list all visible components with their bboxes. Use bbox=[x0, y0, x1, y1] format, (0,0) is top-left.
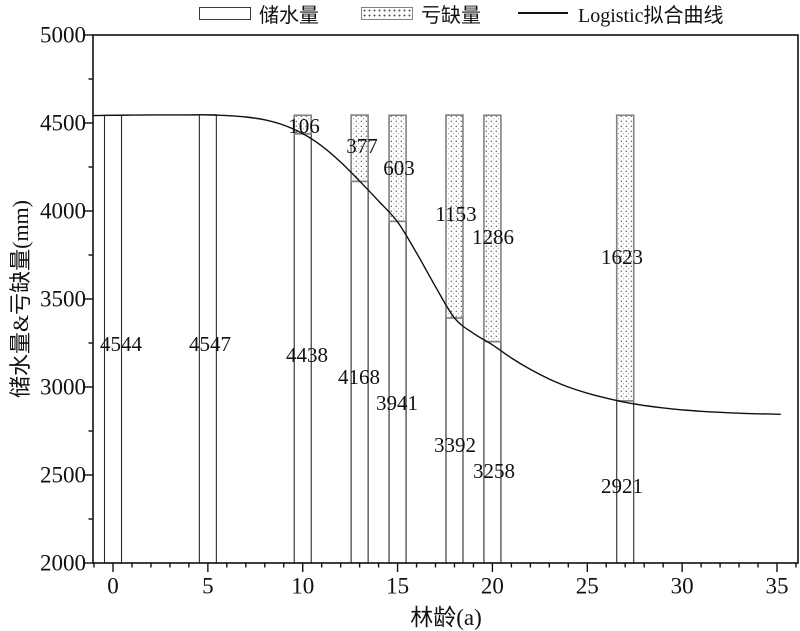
legend-deficit-label: 亏缺量 bbox=[421, 4, 481, 27]
x-tick-label: 15 bbox=[386, 574, 409, 599]
x-tick-label: 30 bbox=[671, 574, 694, 599]
x-tick-label: 5 bbox=[202, 574, 214, 599]
storage-value-label: 3941 bbox=[376, 391, 418, 415]
y-tick-label: 2500 bbox=[40, 463, 86, 488]
y-tick-label: 5000 bbox=[40, 23, 86, 48]
x-axis-title: 林龄(a) bbox=[410, 605, 482, 630]
storage-bar bbox=[483, 341, 502, 564]
deficit-value-label: 1623 bbox=[601, 245, 643, 269]
x-tick-label: 25 bbox=[576, 574, 599, 599]
deficit-value-label: 1286 bbox=[472, 225, 514, 249]
storage-value-label: 4438 bbox=[286, 343, 328, 367]
storage-value-label: 2921 bbox=[601, 474, 643, 498]
legend: 储水量 亏缺量 Logistic拟合曲线 bbox=[199, 1, 724, 27]
y-tick-label: 3500 bbox=[40, 287, 86, 312]
deficit-bar bbox=[483, 114, 502, 343]
logistic-fit-curve bbox=[93, 114, 781, 415]
storage-swatch-icon bbox=[199, 6, 251, 20]
deficit-value-label: 377 bbox=[346, 134, 378, 158]
y-tick-label: 2000 bbox=[40, 551, 86, 576]
legend-storage-label: 储水量 bbox=[259, 4, 319, 27]
y-tick-label: 4000 bbox=[40, 199, 86, 224]
y-axis-title: 储水量&亏缺量(mm) bbox=[8, 200, 33, 398]
x-tick-label: 35 bbox=[765, 574, 788, 599]
storage-value-label: 4547 bbox=[189, 332, 231, 356]
y-tick-label: 4500 bbox=[40, 111, 86, 136]
deficit-value-label: 1153 bbox=[435, 202, 476, 226]
deficit-swatch-icon bbox=[361, 6, 413, 20]
legend-curve-label: Logistic拟合曲线 bbox=[578, 4, 724, 27]
storage-value-label: 3258 bbox=[473, 459, 515, 483]
deficit-bar bbox=[615, 114, 635, 402]
deficit-value-label: 603 bbox=[383, 156, 415, 180]
y-tick-label: 3000 bbox=[40, 375, 86, 400]
storage-value-label: 4168 bbox=[338, 365, 380, 389]
storage-value-label: 4544 bbox=[100, 332, 143, 356]
x-tick-label: 10 bbox=[291, 574, 314, 599]
curve-line-icon bbox=[518, 12, 568, 14]
storage-value-label: 3392 bbox=[434, 433, 476, 457]
x-tick-label: 20 bbox=[481, 574, 504, 599]
deficit-value-label: 106 bbox=[288, 114, 320, 138]
x-tick-label: 0 bbox=[107, 574, 119, 599]
